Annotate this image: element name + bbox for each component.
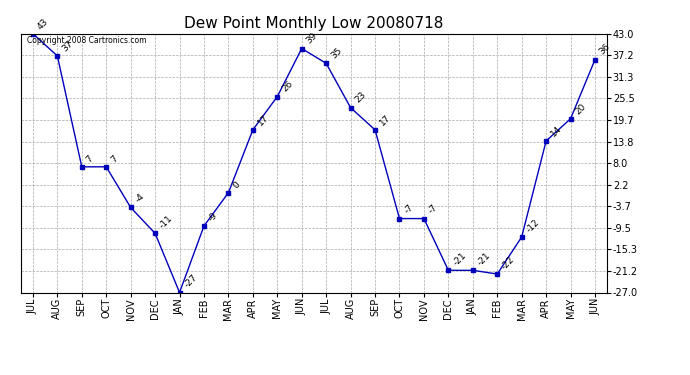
- Text: -27: -27: [182, 273, 199, 290]
- Text: 36: 36: [598, 42, 612, 57]
- Text: 39: 39: [304, 31, 319, 46]
- Text: -21: -21: [475, 251, 492, 267]
- Text: -21: -21: [451, 251, 468, 267]
- Text: 17: 17: [378, 112, 393, 127]
- Text: 43: 43: [36, 16, 50, 31]
- Text: 35: 35: [329, 46, 344, 60]
- Text: 14: 14: [549, 124, 563, 138]
- Text: 17: 17: [255, 112, 270, 127]
- Text: -22: -22: [500, 255, 517, 271]
- Text: -12: -12: [524, 217, 541, 234]
- Text: 0: 0: [231, 180, 241, 190]
- Text: -7: -7: [402, 203, 415, 216]
- Text: 20: 20: [573, 102, 588, 116]
- Text: -11: -11: [158, 214, 175, 231]
- Text: -7: -7: [426, 203, 440, 216]
- Text: -4: -4: [133, 192, 146, 205]
- Text: 37: 37: [60, 39, 75, 53]
- Text: 7: 7: [109, 154, 119, 164]
- Text: 7: 7: [85, 154, 95, 164]
- Text: 26: 26: [280, 80, 295, 94]
- Text: 23: 23: [353, 90, 368, 105]
- Title: Dew Point Monthly Low 20080718: Dew Point Monthly Low 20080718: [184, 16, 444, 31]
- Text: -9: -9: [207, 210, 219, 223]
- Text: Copyright 2008 Cartronics.com: Copyright 2008 Cartronics.com: [26, 36, 146, 45]
